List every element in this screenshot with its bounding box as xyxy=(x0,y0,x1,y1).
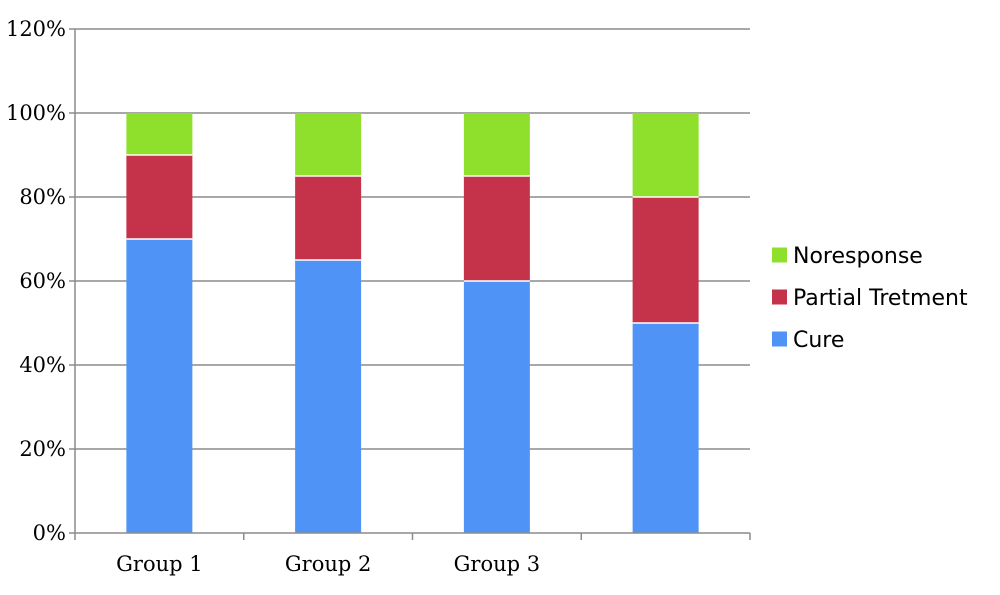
x-tick-label: Group 2 xyxy=(285,552,371,576)
bar-stacks xyxy=(126,113,699,533)
bar-segment-noresponse xyxy=(463,113,530,176)
x-tick-label: Group 3 xyxy=(454,552,540,576)
axes xyxy=(69,28,751,540)
y-tick-label: 40% xyxy=(19,353,66,377)
bar-segment-cure xyxy=(632,323,699,533)
y-tick-label: 60% xyxy=(19,269,66,293)
y-tick-label: 20% xyxy=(19,437,66,461)
legend: Noresponse Partial Tretment Cure xyxy=(772,244,968,353)
legend-swatch xyxy=(772,247,787,263)
bar-segment-noresponse xyxy=(295,113,362,176)
bar-segment-partial-tretment xyxy=(632,197,699,323)
bar-segment-noresponse xyxy=(632,113,699,197)
y-tick-label: 0% xyxy=(33,521,66,545)
y-tick-label: 100% xyxy=(6,101,66,125)
legend-label: Cure xyxy=(793,328,844,353)
bar-segment-cure xyxy=(126,239,193,533)
x-tick-label: Group 1 xyxy=(116,552,202,576)
bar-segment-noresponse xyxy=(126,113,193,155)
y-tick-label: 120% xyxy=(6,17,66,41)
legend-swatch xyxy=(772,331,787,347)
bar-segment-cure xyxy=(295,260,362,533)
legend-label: Partial Tretment xyxy=(793,286,968,311)
y-tick-label: 80% xyxy=(19,185,66,209)
x-axis-tick-labels: Group 1 Group 2 Group 3 xyxy=(116,552,540,576)
bar-segment-partial-tretment xyxy=(295,176,362,260)
bar-segment-cure xyxy=(463,281,530,533)
legend-label: Noresponse xyxy=(793,244,923,269)
legend-swatch xyxy=(772,289,787,305)
y-axis-tick-labels: 0% 20% 40% 60% 80% 100% 120% xyxy=(6,17,66,545)
bar-segment-partial-tretment xyxy=(126,155,193,239)
bar-segment-partial-tretment xyxy=(463,176,530,281)
